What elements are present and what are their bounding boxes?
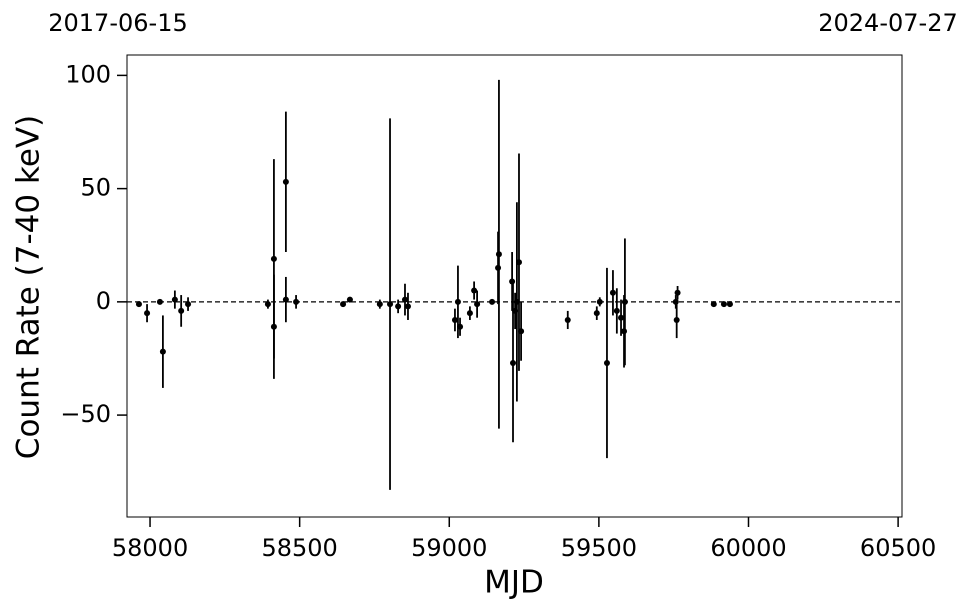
data-point — [159, 348, 166, 355]
data-point — [178, 307, 185, 314]
data-point — [518, 328, 525, 335]
data-point — [673, 316, 680, 323]
y-tick-label: −50 — [60, 400, 111, 428]
y-tick-label: 50 — [80, 174, 111, 202]
date-right: 2024-07-27 — [818, 9, 957, 37]
data-point — [613, 307, 620, 314]
data-point — [609, 289, 616, 296]
y-tick-label: 0 — [96, 287, 111, 315]
data-point — [489, 298, 496, 305]
data-point — [466, 310, 473, 317]
data-point — [510, 360, 517, 366]
data-point — [454, 298, 461, 305]
plot-frame — [126, 54, 903, 518]
x-tick-label: 59500 — [561, 534, 637, 562]
data-point — [495, 251, 502, 258]
data-point — [596, 298, 603, 305]
data-point — [404, 303, 411, 310]
data-point — [720, 301, 727, 308]
y-axis-label: Count Rate (7-40 keV) — [11, 115, 47, 459]
data-point — [618, 314, 625, 321]
data-point — [621, 298, 628, 305]
data-point — [471, 287, 478, 294]
data-point — [185, 301, 192, 308]
data-point — [674, 289, 681, 296]
data-point — [474, 301, 481, 308]
y-tick-label: 100 — [65, 60, 111, 88]
data-point — [710, 301, 717, 308]
data-point — [515, 259, 522, 266]
data-point — [376, 301, 383, 308]
data-point — [156, 298, 163, 305]
data-point — [593, 310, 600, 317]
data-point — [451, 316, 458, 323]
data-point — [282, 296, 289, 303]
data-point — [270, 255, 277, 262]
data-point — [171, 296, 178, 303]
data-point — [401, 296, 408, 303]
x-axis-label: MJD — [484, 565, 544, 601]
x-tick-label: 60500 — [860, 534, 936, 562]
data-point — [144, 310, 151, 317]
data-point — [135, 301, 142, 308]
data-point — [346, 296, 353, 303]
data-point — [509, 278, 516, 285]
date-left: 2017-06-15 — [48, 9, 187, 37]
x-tick-label: 59000 — [411, 534, 487, 562]
x-tick-label: 60000 — [710, 534, 786, 562]
x-tick-label: 58500 — [261, 534, 337, 562]
data-point — [264, 301, 271, 308]
data-point — [270, 323, 277, 330]
data-point — [457, 323, 464, 330]
data-point — [340, 301, 347, 308]
data-point — [293, 298, 300, 305]
x-tick-label: 58000 — [112, 534, 188, 562]
data-point — [395, 303, 402, 310]
data-point — [282, 178, 289, 185]
data-point — [564, 316, 571, 323]
data-point — [387, 301, 394, 308]
data-point — [603, 360, 610, 366]
data-point — [726, 301, 733, 308]
